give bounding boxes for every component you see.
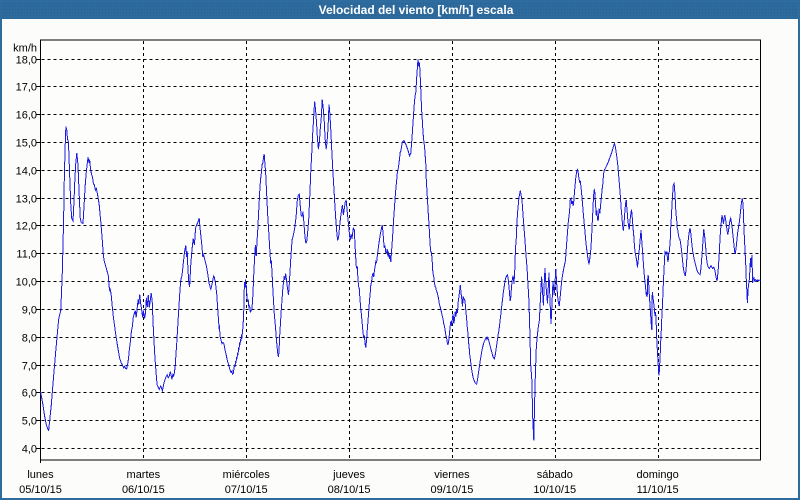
x-day-label: jueves (332, 469, 365, 481)
chart-title: Velocidad del viento [km/h] escala (318, 3, 514, 17)
y-tick-label: 10,0 (16, 277, 37, 289)
y-axis-unit-label: km/h (13, 43, 37, 55)
y-tick-label: 6,0 (22, 388, 37, 400)
y-tick-label: 5,0 (22, 416, 37, 428)
y-tick-label: 16,0 (16, 110, 37, 122)
y-tick-label: 13,0 (16, 194, 37, 206)
y-tick-label: 7,0 (22, 361, 37, 373)
y-tick-label: 12,0 (16, 221, 37, 233)
y-tick-label: 9,0 (22, 305, 37, 317)
x-date-label: 08/10/15 (328, 484, 371, 496)
x-day-label: miércoles (223, 469, 271, 481)
x-date-label: 06/10/15 (122, 484, 165, 496)
y-tick-label: 15,0 (16, 138, 37, 150)
title-bar: Velocidad del viento [km/h] escala (2, 2, 798, 19)
y-tick-label: 18,0 (16, 55, 37, 67)
x-date-label: 09/10/15 (431, 484, 474, 496)
x-date-label: 07/10/15 (225, 484, 268, 496)
y-tick-label: 11,0 (16, 249, 37, 261)
x-date-label: 05/10/15 (19, 484, 62, 496)
x-day-label: domingo (637, 469, 679, 481)
wind-speed-chart: 4,0 5,0 6,0 7,0 8,0 9,0 10,0 11,0 12,0 13,0 14,0 15… (13, 39, 761, 496)
plot-area (40, 39, 761, 461)
y-tick-label: 14,0 (16, 166, 37, 178)
x-day-label: martes (127, 469, 161, 481)
y-tick-label: 4,0 (22, 444, 37, 456)
x-day-label: sábado (537, 469, 573, 481)
y-tick-label: 17,0 (16, 82, 37, 94)
x-date-label: 10/10/15 (533, 484, 576, 496)
y-tick-label: 8,0 (22, 333, 37, 345)
wind-speed-line (40, 59, 761, 441)
x-day-label: viernes (434, 469, 470, 481)
x-day-label: lunes (27, 469, 54, 481)
x-date-label: 11/10/15 (637, 484, 679, 496)
